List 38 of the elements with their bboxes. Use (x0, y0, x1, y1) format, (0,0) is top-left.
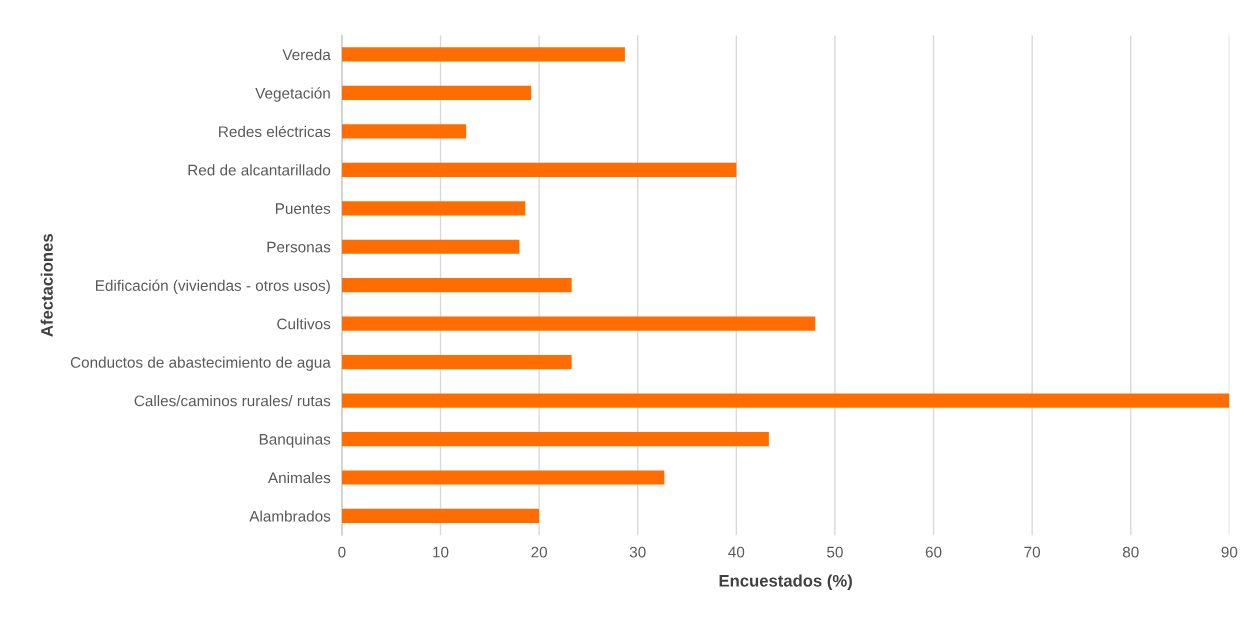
x-tick-label: 90 (1221, 546, 1238, 558)
bar (341, 278, 572, 293)
bar (341, 431, 769, 447)
bar (341, 85, 532, 101)
y-tick-label: Personas (267, 241, 331, 253)
x-tick-label: 0 (338, 546, 346, 558)
bar (341, 508, 540, 524)
x-axis-title: Encuestados (%) (719, 574, 852, 590)
y-tick-label: Calles/caminos rurales/ rutas (134, 395, 331, 407)
y-axis-title: Afectaciones (40, 234, 53, 337)
bar (341, 124, 467, 139)
y-tick-label: Vegetación (255, 87, 330, 102)
y-tick-label: Redes eléctricas (219, 125, 331, 138)
x-tick-label: 70 (1024, 546, 1041, 558)
bar (341, 393, 1230, 408)
x-tick-label: 50 (827, 546, 843, 558)
x-tick-label: 60 (925, 546, 942, 558)
y-tick-label: Puentes (275, 203, 331, 214)
bar (341, 316, 816, 331)
y-tick-label: Vereda (282, 48, 331, 61)
y-tick-label: Conductos de abastecimiento de agua (70, 356, 331, 371)
x-tick-label: 80 (1122, 546, 1139, 558)
y-tick-label: Alambrados (249, 510, 331, 522)
bar (341, 162, 737, 177)
x-tick-label: 10 (433, 546, 449, 558)
bar (341, 355, 572, 370)
bar (341, 239, 520, 254)
x-tick-label: 30 (629, 546, 646, 558)
y-tick-label: Animales (267, 471, 331, 484)
bar (341, 201, 526, 216)
x-tick-label: 20 (531, 546, 548, 558)
y-tick-label: Red de alcantarillado (188, 164, 331, 176)
bar (341, 470, 665, 485)
y-tick-label: Edificación (viviendas - otros usos) (96, 279, 330, 294)
bar (341, 47, 625, 62)
y-tick-label: Cultivos (277, 318, 331, 330)
y-tick-label: Banquinas (259, 433, 331, 448)
x-tick-label: 40 (728, 546, 745, 558)
